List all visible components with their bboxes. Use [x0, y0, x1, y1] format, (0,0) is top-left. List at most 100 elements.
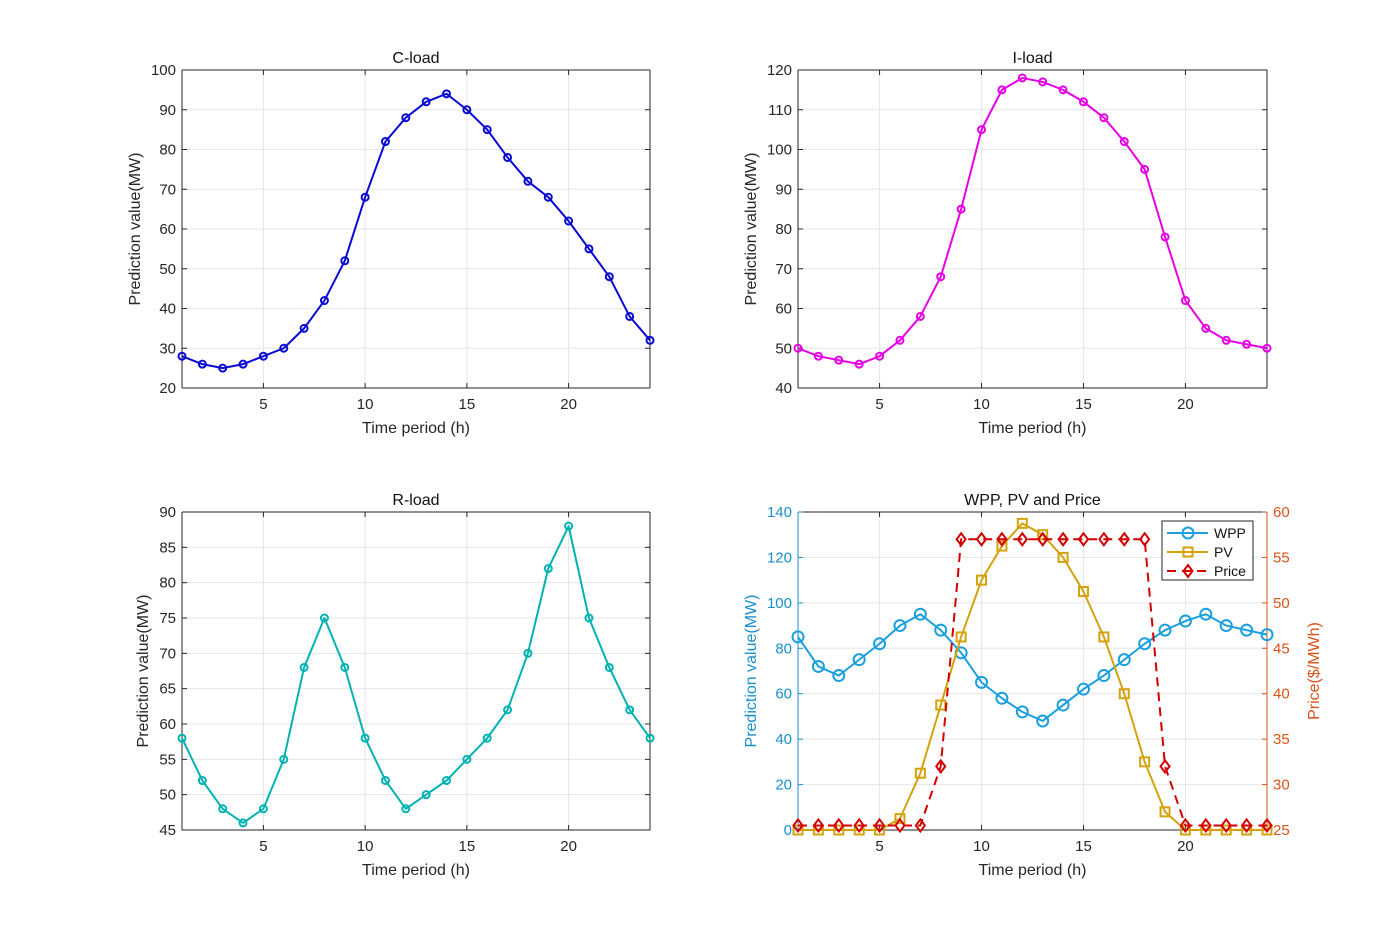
x-axis-label: Time period (h): [362, 420, 470, 437]
data-point: [1160, 232, 1170, 242]
data-point: [462, 754, 472, 764]
data-point: [604, 662, 614, 672]
x-tick-label: 20: [1177, 396, 1194, 413]
data-point: [1099, 113, 1109, 123]
data-point: [832, 669, 846, 683]
data-point: [1077, 586, 1089, 597]
series-i-load: [793, 73, 1272, 369]
data-point: [1178, 614, 1192, 628]
y-tick-label: 90: [159, 504, 176, 521]
data-point: [625, 311, 635, 321]
y-tick-label: 40: [775, 380, 792, 397]
data-point: [1015, 705, 1029, 719]
data-point: [914, 767, 926, 779]
y-tick-label: 40: [159, 301, 176, 318]
y-axis-label: Prediction value(MW): [743, 595, 760, 748]
series-wpp: [791, 607, 1274, 728]
data-point: [1158, 623, 1172, 637]
y-tick-label: 40: [775, 731, 792, 748]
data-point: [1057, 531, 1069, 547]
data-point: [401, 113, 411, 123]
y-right-tick-label: 40: [1273, 686, 1290, 703]
series-c-load: [177, 89, 655, 373]
data-point: [1016, 531, 1029, 547]
x-axis-label: Time period (h): [979, 862, 1087, 879]
y-tick-label: 30: [159, 340, 176, 357]
data-point: [996, 531, 1008, 547]
data-point: [1139, 756, 1151, 768]
data-point: [894, 813, 906, 825]
data-point: [997, 85, 1007, 95]
data-point: [813, 351, 823, 361]
data-point: [975, 675, 989, 689]
data-point: [462, 105, 472, 115]
legend-marker: [1182, 563, 1194, 579]
x-tick-label: 10: [973, 396, 990, 413]
x-tick-label: 10: [357, 396, 374, 413]
data-point: [218, 804, 228, 814]
chart-title: I-load: [1012, 50, 1052, 67]
y-tick-label: 90: [775, 181, 792, 198]
data-point: [1138, 531, 1151, 547]
y-tick-label: 75: [159, 610, 176, 627]
data-point: [1261, 817, 1273, 834]
data-point: [913, 607, 927, 621]
x-tick-label: 20: [560, 396, 577, 413]
data-point: [625, 705, 635, 715]
data-point: [1262, 343, 1272, 353]
data-point: [833, 817, 845, 834]
data-point: [299, 323, 309, 333]
data-point: [977, 125, 987, 135]
data-point: [955, 531, 967, 547]
data-point: [893, 619, 907, 633]
data-point: [915, 311, 925, 321]
data-point: [894, 817, 906, 834]
data-point: [1037, 529, 1049, 541]
y-tick-label: 85: [159, 539, 176, 556]
data-point: [319, 613, 329, 623]
chart-title: C-load: [392, 50, 439, 67]
data-point: [1076, 682, 1090, 696]
y-right-tick-label: 60: [1273, 504, 1290, 521]
subplot-3: 5 10 15 20 45 50 55 60 65 70 75 80 85 90 R-load Time pe…: [135, 492, 655, 879]
data-point: [812, 817, 825, 834]
x-tick-label: 15: [459, 396, 476, 413]
y-tick-label: 55: [159, 751, 176, 768]
data-point: [852, 653, 866, 667]
data-point: [279, 343, 289, 353]
y-tick-label: 90: [159, 102, 176, 119]
data-point: [1078, 97, 1088, 107]
x-axis-label: Time period (h): [979, 420, 1087, 437]
y-axis-label: Prediction value(MW): [743, 153, 760, 306]
data-point: [584, 613, 594, 623]
x-tick-label: 20: [560, 838, 577, 855]
legend-box: [1161, 520, 1254, 581]
x-tick-label: 10: [973, 838, 990, 855]
data-point: [1056, 698, 1070, 712]
data-point: [895, 335, 905, 345]
y-right-tick-label: 50: [1273, 595, 1290, 612]
y-axis-right-label: Price($/MWh): [1306, 622, 1323, 720]
y-right-tick-label: 30: [1273, 777, 1290, 794]
data-point: [442, 776, 452, 786]
data-point: [834, 355, 844, 365]
data-point: [1180, 296, 1190, 306]
y-tick-label: 20: [159, 380, 176, 397]
y-tick-label: 100: [767, 595, 792, 612]
data-point: [1077, 531, 1090, 547]
series-line: [797, 613, 1268, 722]
data-point: [604, 272, 614, 282]
data-point: [1159, 806, 1171, 818]
data-point: [197, 359, 207, 369]
data-point: [238, 359, 248, 369]
data-point: [279, 754, 289, 764]
data-point: [197, 776, 207, 786]
x-tick-label: 15: [1075, 396, 1092, 413]
x-tick-label: 10: [357, 838, 374, 855]
y-tick-label: 120: [767, 549, 792, 566]
data-point: [854, 359, 864, 369]
data-point: [380, 137, 390, 147]
data-point: [1117, 653, 1131, 667]
data-point: [238, 818, 248, 828]
